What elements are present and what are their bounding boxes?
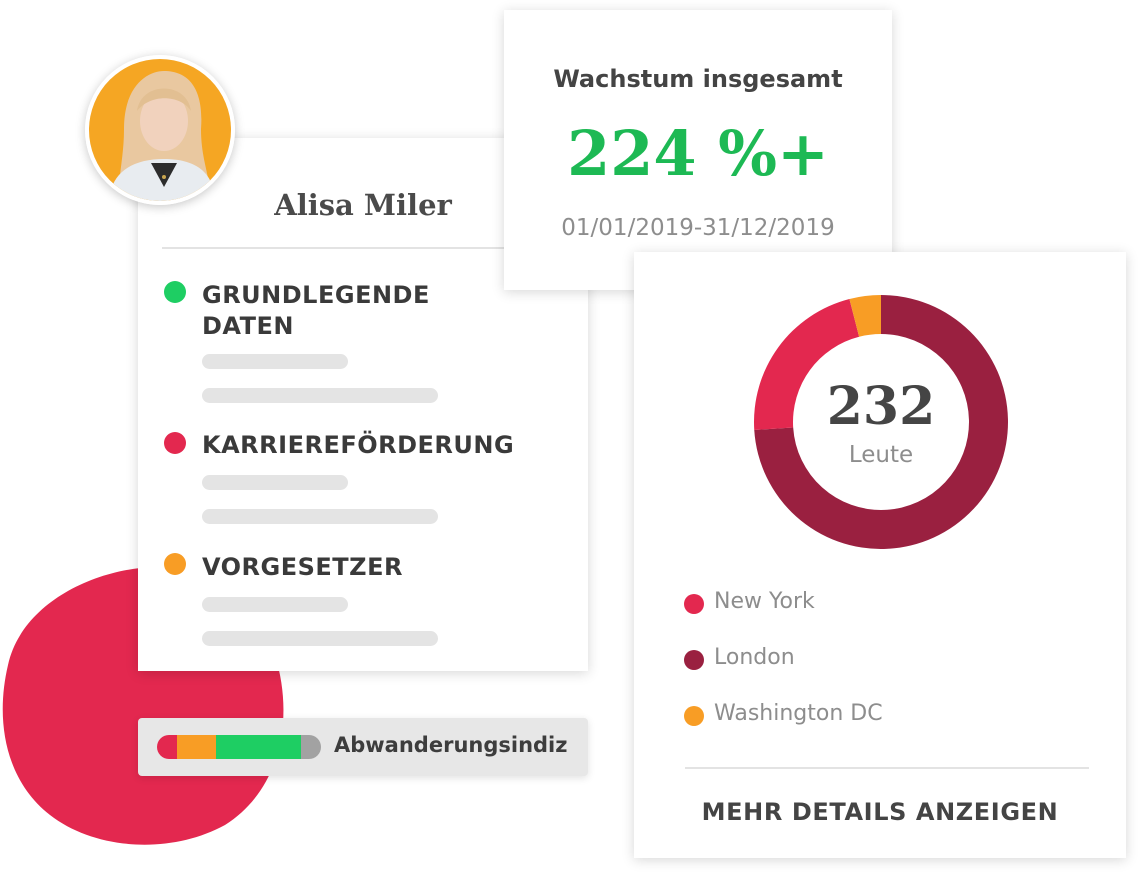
legend-label: London xyxy=(714,645,795,670)
churn-label: Abwanderungsindiz xyxy=(334,733,568,757)
status-dot-red xyxy=(164,432,186,454)
legend-dot xyxy=(684,706,704,726)
legend-label: New York xyxy=(714,589,815,614)
churn-segment-green xyxy=(216,735,302,759)
avatar xyxy=(85,55,235,205)
location-card: 232 Leute New York London Washington DC … xyxy=(634,252,1126,858)
churn-indicator: Abwanderungsindiz xyxy=(138,718,588,776)
churn-segment-red xyxy=(157,735,177,759)
legend-label: Washington DC xyxy=(714,701,883,726)
growth-value: 224 %+ xyxy=(567,117,829,190)
legend-dot xyxy=(684,594,704,614)
churn-segment-gray xyxy=(301,735,321,759)
divider xyxy=(685,767,1089,769)
placeholder-line xyxy=(202,354,348,369)
placeholder-line xyxy=(202,597,348,612)
donut-slice-london xyxy=(754,295,1008,549)
profile-name: Alisa Miler xyxy=(274,188,452,222)
growth-date-range: 01/01/2019-31/12/2019 xyxy=(561,215,835,241)
section-title-career[interactable]: KARRIEREFÖRDERUNG xyxy=(202,431,515,459)
donut-center-label: Leute xyxy=(848,442,914,468)
donut-slice-washington-dc xyxy=(849,295,881,337)
placeholder-line xyxy=(202,388,438,403)
placeholder-line xyxy=(202,475,348,490)
section-title-basic-data[interactable]: GRUNDLEGENDE DATEN xyxy=(202,281,430,340)
churn-bar xyxy=(157,735,321,759)
growth-title: Wachstum insgesamt xyxy=(553,65,843,93)
growth-card: Wachstum insgesamt 224 %+ 01/01/2019-31/… xyxy=(504,10,892,290)
divider xyxy=(162,247,582,249)
status-dot-green xyxy=(164,281,186,303)
donut-slice-new-york xyxy=(754,298,860,430)
legend-dot xyxy=(684,650,704,670)
section-title-supervisor[interactable]: VORGESETZER xyxy=(202,553,403,581)
show-more-details-link[interactable]: MEHR DETAILS ANZEIGEN xyxy=(701,798,1059,826)
churn-segment-orange xyxy=(176,735,217,759)
avatar-photo xyxy=(89,59,231,201)
placeholder-line xyxy=(202,631,438,646)
donut-chart xyxy=(754,295,1008,549)
status-dot-orange xyxy=(164,553,186,575)
placeholder-line xyxy=(202,509,438,524)
donut-center-value: 232 xyxy=(826,376,936,437)
